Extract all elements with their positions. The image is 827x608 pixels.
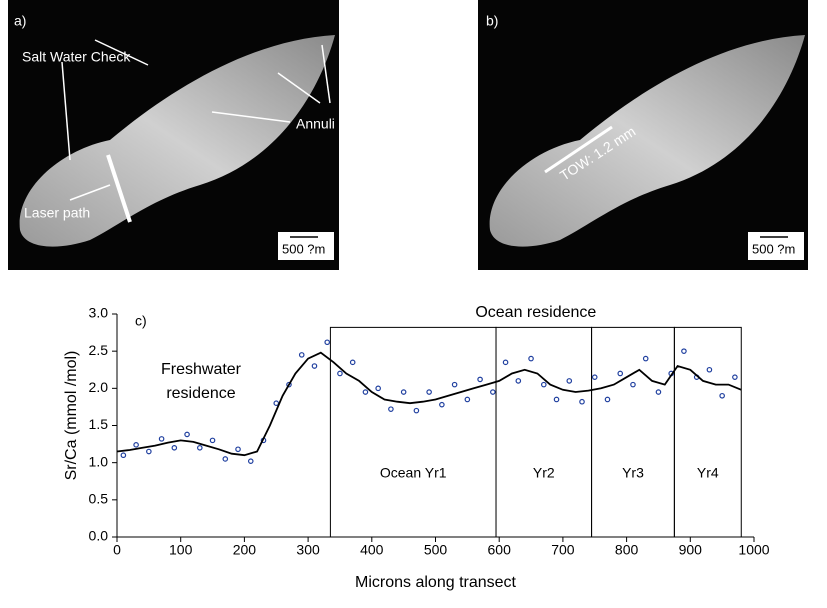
scatter-point	[197, 444, 203, 451]
panel-label: a)	[14, 13, 26, 29]
scatter-point	[528, 355, 534, 362]
scatter-point	[655, 389, 662, 395]
x-tick-label: 1000	[738, 542, 769, 558]
scatter-point	[337, 370, 343, 377]
scatter-point	[630, 381, 636, 388]
period-label: Ocean Yr1	[380, 465, 447, 481]
scatter-point	[706, 366, 713, 373]
scale-label: 500 ?m	[282, 241, 325, 256]
y-axis-label: Sr/Ca (mmol /mol)	[63, 351, 80, 481]
scatter-point	[515, 378, 522, 384]
scatter-point	[171, 444, 178, 451]
scatter-point	[464, 396, 471, 403]
period-box	[591, 326, 675, 538]
scatter-point	[158, 436, 165, 442]
scatter-point	[719, 392, 725, 399]
scatter-point	[490, 389, 496, 395]
x-tick-label: 400	[360, 542, 384, 558]
scatter-point	[388, 406, 394, 412]
panel-label: b)	[486, 13, 498, 29]
x-tick-label: 700	[551, 542, 575, 558]
scatter-point	[540, 381, 547, 388]
scatter-point	[184, 431, 190, 438]
annotation: Annuli	[296, 116, 335, 132]
period-box	[495, 326, 593, 538]
scatter-point	[502, 359, 509, 366]
y-tick-label: 3.0	[89, 305, 109, 321]
scatter-point	[349, 359, 356, 366]
scatter-point	[566, 378, 573, 384]
scatter-point	[477, 376, 483, 383]
x-tick-label: 600	[488, 542, 512, 558]
x-tick-label: 900	[679, 542, 703, 558]
period-box	[673, 326, 742, 538]
scatter-point	[579, 398, 585, 405]
scatter-point	[209, 437, 216, 444]
x-tick-label: 300	[296, 542, 320, 558]
scatter-point	[732, 374, 738, 380]
photo-b: b) TOW: 1.2 mm 500 ?m	[478, 0, 808, 270]
chart: 0.0 0.5 1.0 1.5 2.0 2.5 3.0 0 100 200 300 400 500 600…	[63, 304, 770, 591]
annotation: residence	[166, 385, 235, 402]
x-tick-label: 100	[169, 542, 193, 558]
annotation: Ocean residence	[475, 304, 596, 321]
scatter-point	[375, 385, 381, 392]
scatter-point	[400, 389, 407, 395]
scatter-point	[222, 456, 229, 462]
scatter-point	[617, 370, 624, 377]
scatter-point	[553, 396, 560, 403]
x-tick-label: 0	[113, 542, 121, 558]
y-tick-label: 1.5	[89, 416, 109, 432]
y-tick-label: 2.5	[89, 342, 109, 358]
scatter-point	[681, 348, 687, 354]
scatter-point	[413, 407, 420, 414]
x-tick-label: 800	[615, 542, 639, 558]
x-tick-label: 500	[424, 542, 448, 558]
annotation: Salt Water Check	[22, 49, 131, 65]
scatter-point	[133, 442, 139, 448]
period-label: Yr2	[533, 465, 555, 481]
y-tick-label: 0.5	[89, 491, 109, 507]
x-axis-label: Microns along transect	[355, 574, 517, 591]
scatter-point	[451, 381, 458, 388]
scatter-point	[642, 355, 649, 362]
photo-a: a) Salt Water Check Annuli Laser path 50…	[8, 0, 339, 270]
scatter-point	[298, 352, 305, 358]
y-tick-label: 2.0	[89, 379, 109, 395]
scatter-point	[286, 381, 292, 388]
annotation: Laser path	[24, 205, 90, 221]
scatter-point	[591, 374, 598, 380]
scatter-point	[235, 446, 241, 453]
scatter-point	[311, 363, 318, 369]
y-tick-label: 1.0	[89, 453, 109, 469]
scatter-point	[324, 339, 331, 346]
scatter-point	[439, 401, 445, 408]
annotation: Freshwater	[161, 361, 242, 378]
period-label: Yr4	[697, 465, 719, 481]
scatter-point	[273, 400, 280, 407]
scatter-point	[426, 389, 432, 395]
scatter-point	[362, 389, 369, 395]
panel-label: c)	[135, 313, 147, 329]
scale-label: 500 ?m	[752, 241, 795, 256]
scatter-point	[120, 452, 127, 459]
line-series	[116, 351, 742, 457]
period-box	[329, 326, 497, 538]
y-tick-label: 0.0	[89, 528, 109, 544]
scatter-point	[604, 396, 611, 403]
scatter-point	[247, 458, 254, 464]
scatter-point	[146, 448, 152, 455]
period-label: Yr3	[622, 465, 644, 481]
x-tick-label: 200	[233, 542, 257, 558]
